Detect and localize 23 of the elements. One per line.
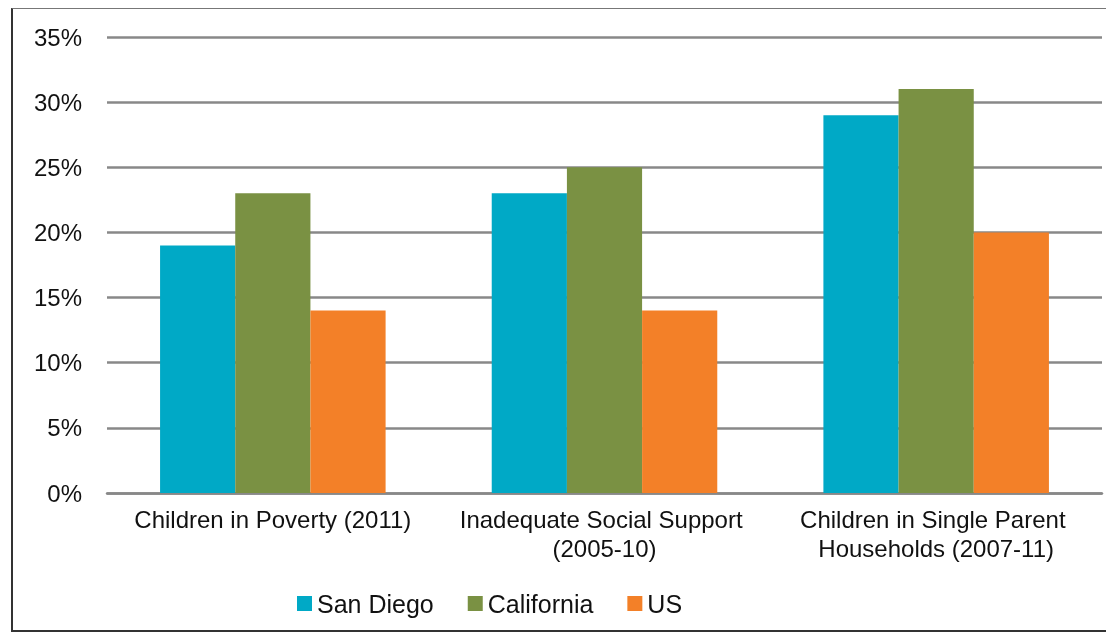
bar <box>823 115 899 493</box>
y-tick-label: 30% <box>33 88 82 116</box>
x-tick-label: Children in Single Parent Households (2007-11) <box>800 506 1073 562</box>
y-tick-label: 5% <box>47 414 82 442</box>
y-tick-label: 25% <box>33 153 82 181</box>
legend-label: California <box>487 589 594 618</box>
y-tick-label: 15% <box>33 284 82 312</box>
legend-label: US <box>647 589 683 618</box>
bar <box>491 193 567 493</box>
bar <box>973 232 1049 493</box>
y-tick-label: 20% <box>33 218 82 246</box>
y-tick-label: 10% <box>33 349 82 377</box>
bar <box>566 167 643 493</box>
legend-label: San Diego <box>317 589 434 618</box>
x-tick-label: Children in Poverty (2011) <box>134 506 412 533</box>
bar <box>642 310 718 493</box>
bar <box>310 310 386 493</box>
bar <box>898 89 974 493</box>
bar <box>235 193 311 493</box>
x-tick-label: Inadequate Social Support (2005-10) <box>459 506 750 562</box>
y-tick-label: 0% <box>47 479 82 507</box>
bar <box>160 245 236 493</box>
y-tick-label: 35% <box>33 23 82 51</box>
